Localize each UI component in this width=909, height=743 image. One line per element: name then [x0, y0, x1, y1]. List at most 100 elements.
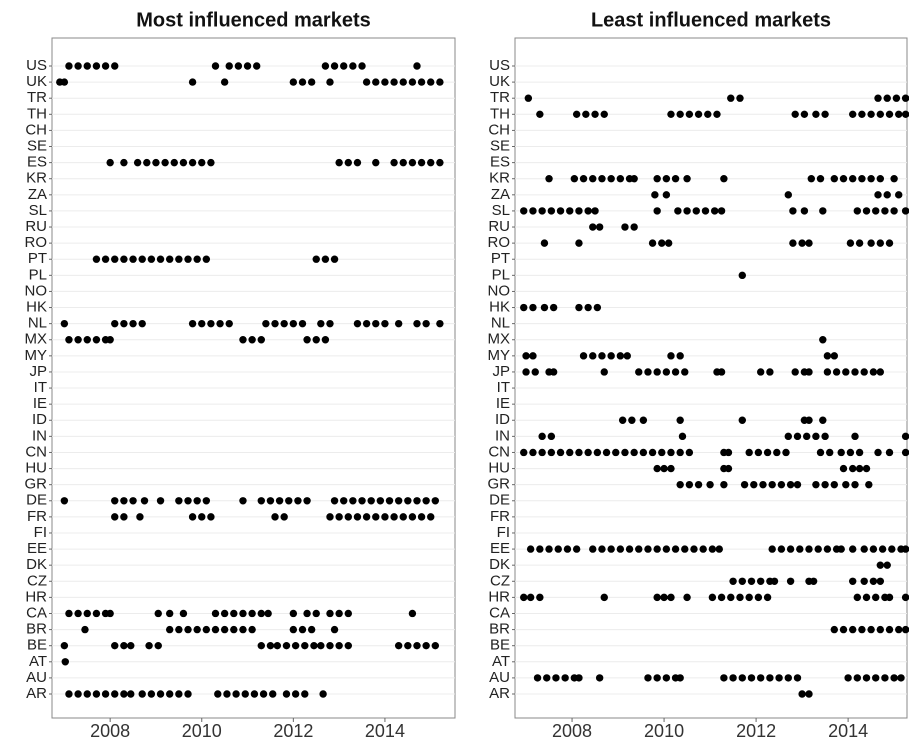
dot — [161, 158, 169, 167]
dot — [589, 352, 597, 360]
dot — [404, 497, 412, 505]
dot — [399, 158, 407, 167]
dot — [621, 448, 629, 457]
dot — [179, 158, 188, 167]
dot — [717, 368, 726, 376]
dot — [662, 175, 671, 183]
dot — [536, 110, 544, 119]
dot — [413, 62, 421, 70]
dot — [152, 158, 160, 167]
dot — [198, 158, 206, 167]
y-tick-label: IE — [496, 395, 510, 412]
dot — [676, 674, 684, 682]
dot — [738, 416, 746, 424]
dot — [821, 432, 829, 441]
dot — [257, 609, 265, 618]
dot — [524, 94, 533, 102]
dot — [855, 464, 864, 473]
dot — [802, 432, 811, 441]
dot — [326, 319, 334, 328]
dot — [768, 545, 776, 553]
dot — [853, 593, 862, 602]
dot — [575, 674, 583, 682]
dot — [798, 690, 806, 698]
dot — [538, 432, 546, 441]
dot — [754, 593, 763, 602]
dot — [138, 319, 146, 328]
dot — [536, 545, 544, 553]
dot — [890, 207, 898, 215]
y-tick-label: UK — [489, 73, 510, 90]
y-tick-label: RU — [488, 218, 510, 235]
dot — [660, 593, 668, 602]
y-tick-label: HU — [25, 460, 47, 477]
dot — [756, 674, 765, 682]
y-tick-label: CH — [488, 121, 510, 138]
dot — [706, 480, 714, 489]
dot — [156, 690, 165, 698]
dot — [756, 577, 765, 585]
dot — [269, 690, 277, 698]
dot — [885, 239, 894, 247]
y-tick-label: CZ — [490, 572, 510, 589]
dot — [175, 625, 183, 634]
dot — [791, 110, 799, 119]
y-tick-label: ZA — [28, 186, 47, 203]
dot — [280, 513, 288, 521]
dot — [756, 368, 765, 376]
dot — [685, 480, 694, 489]
dot — [220, 609, 229, 618]
y-tick-label: HU — [488, 460, 510, 477]
dot — [101, 62, 110, 70]
dot — [552, 674, 560, 682]
y-tick-label: TR — [490, 89, 510, 106]
dot — [644, 674, 652, 682]
dot — [543, 674, 551, 682]
dot — [321, 62, 330, 70]
dot — [901, 432, 909, 441]
dot — [667, 448, 675, 457]
dot — [729, 674, 737, 682]
dot — [874, 448, 882, 457]
dot — [727, 593, 735, 602]
y-tick-label: TR — [27, 89, 47, 106]
dot — [344, 513, 352, 521]
dot — [319, 690, 327, 698]
dot — [413, 641, 421, 650]
dot — [667, 110, 675, 119]
dot — [188, 319, 197, 328]
dot — [853, 674, 862, 682]
dot — [207, 319, 215, 328]
dot — [713, 110, 721, 119]
dot — [230, 609, 238, 618]
dot — [892, 94, 901, 102]
dot — [243, 62, 252, 70]
dot — [872, 207, 880, 215]
dot — [220, 78, 229, 86]
dot — [901, 593, 909, 602]
dot — [262, 319, 270, 328]
dot — [408, 513, 417, 521]
dot — [676, 448, 684, 457]
dot — [784, 191, 792, 199]
dot — [291, 641, 300, 650]
dot — [211, 62, 220, 70]
dot — [812, 110, 820, 119]
dot — [563, 545, 572, 553]
dot — [692, 207, 700, 215]
dot — [876, 577, 885, 585]
dot — [754, 448, 763, 457]
dot — [129, 319, 137, 328]
dot — [531, 368, 539, 376]
dot — [381, 319, 389, 328]
dot — [708, 545, 717, 553]
dot — [381, 78, 389, 86]
dot — [140, 497, 149, 505]
dot — [120, 319, 128, 328]
dot — [547, 207, 556, 215]
dot — [653, 464, 661, 473]
y-tick-label: ES — [490, 154, 510, 171]
dot — [301, 641, 309, 650]
dot — [239, 336, 247, 344]
dot — [184, 255, 192, 263]
